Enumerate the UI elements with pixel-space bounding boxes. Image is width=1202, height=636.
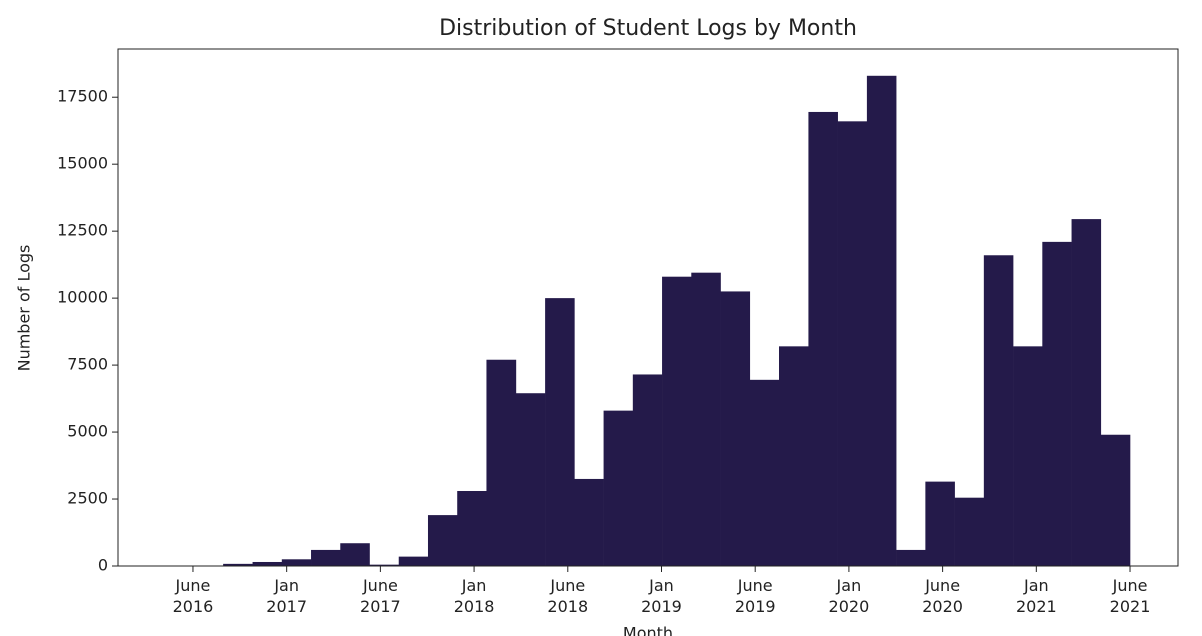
x-tick-label: June 2021: [1109, 576, 1151, 616]
bar: [486, 359, 517, 566]
bar: [720, 291, 751, 566]
bar: [808, 111, 838, 566]
bar: [837, 121, 868, 567]
bar: [779, 346, 809, 566]
bar: [223, 563, 253, 566]
x-tick-label: June 2017: [360, 576, 401, 616]
bar: [749, 379, 780, 566]
y-tick-label: 10000: [57, 288, 108, 307]
bar: [925, 481, 955, 566]
y-tick-label: 2500: [67, 489, 108, 508]
bar: [252, 561, 283, 566]
x-tick-label: June 2019: [734, 576, 776, 616]
bar: [1071, 219, 1102, 566]
bar: [1042, 241, 1072, 566]
bar: [896, 549, 926, 566]
x-axis-label: Month: [623, 624, 673, 636]
y-tick-label: 0: [98, 556, 108, 575]
bar: [632, 374, 663, 566]
y-tick-label: 17500: [57, 87, 108, 106]
bar: [1013, 346, 1043, 566]
bar: [427, 515, 458, 566]
y-tick-label: 5000: [67, 422, 108, 441]
y-axis-label: Number of Logs: [15, 245, 34, 372]
x-tick-label: Jan 2019: [641, 576, 682, 616]
x-tick-label: June 2018: [547, 576, 589, 616]
plot-frame: [117, 48, 1179, 567]
bar: [398, 556, 429, 566]
bar: [281, 559, 312, 566]
x-tick-label: Jan 2020: [828, 576, 870, 616]
bar: [574, 478, 604, 566]
x-tick-label: June 2016: [172, 576, 214, 616]
bar: [457, 490, 487, 566]
bar: [1100, 434, 1131, 566]
y-tick-label: 15000: [57, 154, 108, 173]
bar: [866, 75, 897, 566]
bar: [369, 564, 400, 566]
x-tick-label: Jan 2018: [453, 576, 495, 616]
bar: [954, 497, 985, 566]
y-tick-label: 7500: [67, 355, 108, 374]
bar: [340, 543, 370, 566]
bar: [545, 298, 575, 566]
bar: [662, 276, 692, 566]
bar: [311, 549, 341, 566]
y-tick-label: 12500: [57, 221, 108, 240]
bar: [603, 410, 634, 566]
chart-title: Distribution of Student Logs by Month: [439, 16, 857, 41]
bar: [515, 393, 546, 566]
bar: [983, 255, 1014, 566]
bar: [691, 272, 721, 566]
x-tick-label: Jan 2021: [1015, 576, 1057, 616]
x-tick-label: Jan 2017: [266, 576, 308, 616]
x-tick-label: June 2020: [922, 576, 963, 616]
